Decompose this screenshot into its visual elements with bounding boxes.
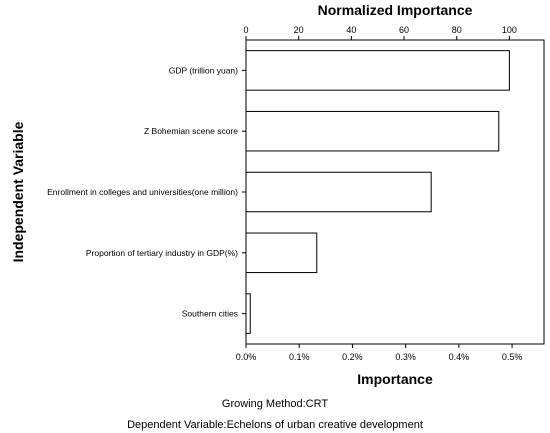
- top-tick-label: 20: [294, 25, 304, 35]
- top-tick-label: 0: [243, 25, 248, 35]
- category-label: Southern cities: [182, 309, 238, 319]
- x-tick-label: 0.3%: [395, 352, 416, 362]
- x-tick-label: 0.4%: [449, 352, 470, 362]
- bar: [245, 50, 510, 91]
- top-tick-label: 60: [399, 25, 409, 35]
- top-tick-label: 40: [346, 25, 356, 35]
- chart-top-axis-title: Normalized Importance: [317, 2, 473, 18]
- x-tick-label: 0.0%: [236, 352, 257, 362]
- bar: [245, 293, 251, 334]
- growing-method-note: Growing Method:CRT: [221, 398, 329, 410]
- bar: [245, 232, 318, 274]
- x-tick-label: 0.2%: [342, 352, 363, 362]
- top-tick-label: 100: [502, 25, 517, 35]
- bar: [245, 110, 500, 152]
- category-label: Enrollment in colleges and universities(…: [47, 187, 238, 197]
- chart-x-axis-title: Importance: [357, 371, 433, 387]
- category-label: GDP (trillion yuan): [169, 65, 238, 75]
- chart-y-axis-title: Independent Variable: [10, 121, 26, 263]
- x-tick-label: 0.1%: [289, 352, 310, 362]
- x-tick-label: 0.5%: [502, 352, 523, 362]
- category-label: Proportion of tertiary industry in GDP(%…: [86, 248, 238, 258]
- bar: [245, 171, 432, 213]
- category-label: Z Bohemian scene score: [144, 126, 238, 136]
- dependent-variable-note: Dependent Variable:Echelons of urban cre…: [127, 419, 423, 431]
- top-tick-label: 80: [452, 25, 462, 35]
